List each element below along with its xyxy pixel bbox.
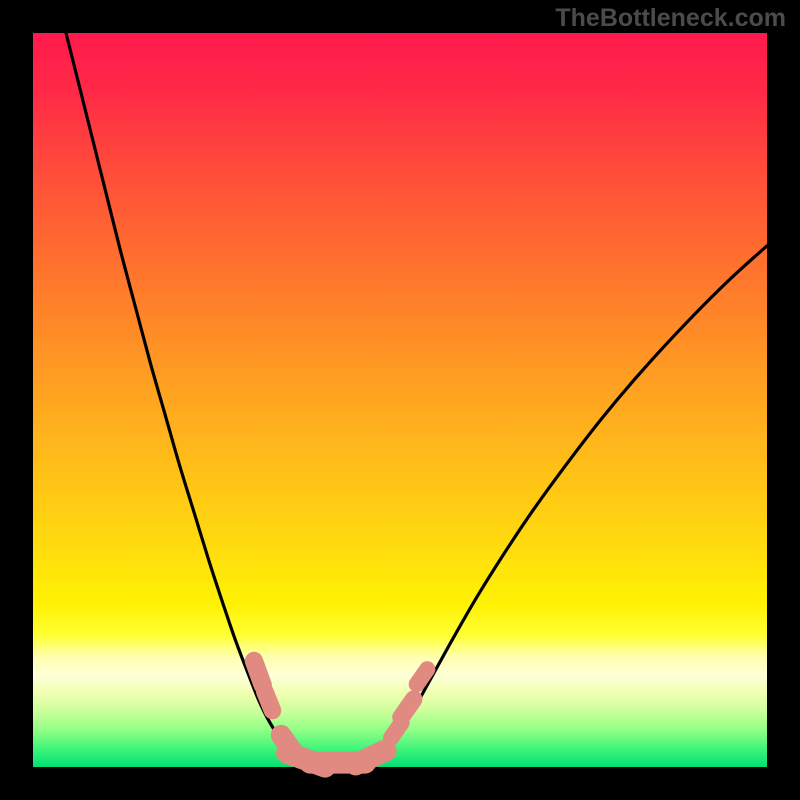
watermark-text: TheBottleneck.com xyxy=(555,4,786,33)
data-marker xyxy=(253,680,284,722)
plot-area xyxy=(33,33,767,767)
data-markers xyxy=(33,33,767,767)
data-marker xyxy=(406,658,439,696)
